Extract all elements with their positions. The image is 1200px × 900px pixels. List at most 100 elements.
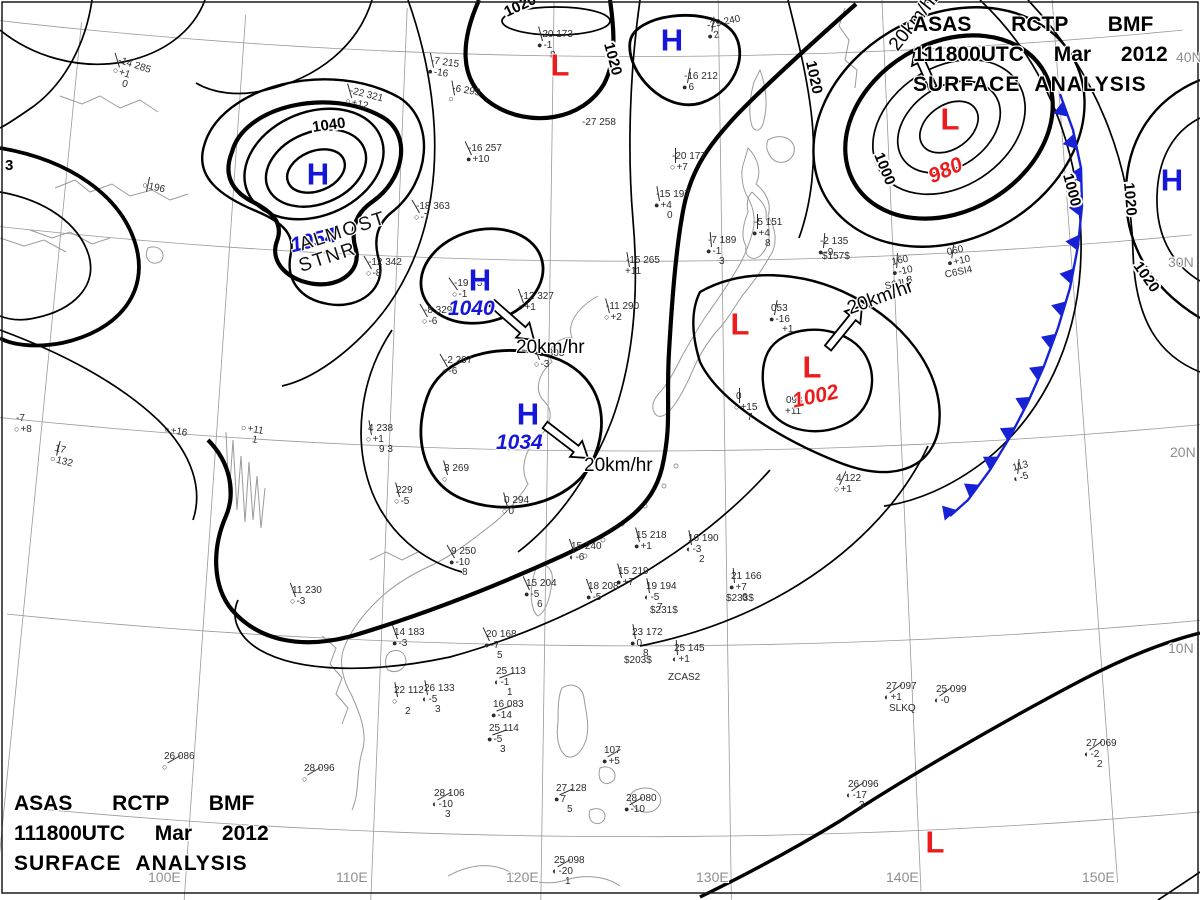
station-value: -20 177 [672,151,706,162]
station-plot: $157$ [820,252,850,273]
station-symbol: ○-5 [394,496,410,507]
title-block-bottom-left: ASAS RCTP BMF 111800UTC Mar 2012 SURFACE… [14,789,269,879]
station-value: $231$ [650,605,678,616]
station-plot: 093 +11 [784,396,803,417]
pressure-value: 1034 [496,431,543,454]
station-value: -7 189 [708,235,737,246]
station-symbol: ◐-1 [494,677,510,688]
station-symbol: ○-6 [422,316,438,327]
pressure-center-h: H [468,262,492,298]
station-value: 27 069 [1086,738,1117,749]
station-symbol: ○+15 [734,402,758,413]
movement-speed-label: 20km/hr [516,337,585,358]
station-value: 3 [500,744,506,755]
station-value: 093 [786,395,803,406]
station-value: 16 083 [493,699,524,710]
station-plot: -12 327 ○+1 [517,288,554,313]
graticule-label: 150E [1082,869,1115,885]
station-symbol: ●-10 [449,557,470,568]
station-plot: 15 204 ●-5 6 [522,576,557,610]
cold-front-triangle [1068,166,1082,183]
chart-id: ASAS RCTP BMF [14,792,255,815]
movement-arrow [910,46,938,91]
station-plot: 0 294 ○0 [502,492,529,517]
station-value: -2 297 [444,355,473,366]
graticule-label: 110E [336,869,368,885]
station-plot: 26 096 ◐-17 3 [846,780,879,811]
station-value: 3 [435,704,441,715]
station-value: 9 3 [379,444,393,455]
station-value: 107 [604,745,621,756]
station-value: 15 240 [571,541,602,552]
station-value: SLKQ [889,703,916,714]
station-value: 4 238 [368,423,394,434]
station-value: -5 151 [754,217,783,228]
station-symbol: ●+7 [729,582,747,593]
station-value: 15 219 [618,566,649,577]
station-symbol [820,262,850,273]
pressure-center-h: H [660,22,684,58]
station-symbol: ●-5 [586,592,602,603]
station-symbol [622,666,652,677]
station-plot: 25 099 ◐-0 [934,685,967,706]
station-symbol: ○-3 [290,596,306,607]
station-plot: 25 145 ◐+1 [672,640,705,665]
station-value: 15 204 [526,578,557,589]
coastlines [0,7,858,887]
station-symbol: ●-14 [491,710,512,721]
movement-speed-label: 20km/hr [584,455,653,476]
station-symbol: ●+7 [616,577,634,588]
station-symbol: ●-5 [524,589,540,600]
station-symbol [580,128,616,139]
station-symbol: ●-3 [392,638,408,649]
station-symbol: ○+2 [604,312,622,323]
station-symbol: ◐-5 [644,592,660,603]
chart-id: ASAS RCTP BMF [913,13,1154,36]
isobar-label: 1040 [311,114,346,135]
cold-front-triangle [1062,133,1078,150]
station-value: 11 230 [292,585,322,596]
cold-front-triangle [1068,200,1083,217]
station-value: 23 172 [632,627,663,638]
station-value: 5 [497,650,503,661]
station-plot: -11 290 ○+2 [604,298,640,323]
station-symbol: ◐-17 [846,790,867,801]
station-value: 5 [567,804,573,815]
station-symbol: ◐-20 [552,866,573,877]
station-value: 053 [771,303,788,314]
station-value: 25 114 [489,723,519,734]
pressure-center-l: L [925,824,945,860]
station-value: -7 [16,413,25,424]
station-symbol: ○-1 [452,289,468,300]
station-plot: 20 168 ●-7 5 [482,627,517,661]
station-plot: -20 177 ○+7 [670,148,706,173]
station-symbol: ●-9 [818,247,834,258]
station-value: -18 363 [416,201,450,212]
isobar-label: 1020 [802,59,826,95]
station-symbol: ●-16 [769,314,790,325]
pressure-center-l: L [940,101,960,137]
graticule-label: 140E [886,869,919,885]
cold-front-triangle [982,456,999,471]
movement-arrows [488,46,938,459]
cold-front-triangle [999,427,1016,442]
graticule-label: 120E [506,869,539,885]
station-plot: 11 230 ○-3 [289,582,322,607]
station-plot: 4 122 ○+1 [834,471,861,495]
station-value: 26 133 [424,683,455,694]
station-value: $203$ [624,655,652,666]
station-symbol: ○-6 [442,366,458,377]
station-value: 1 [507,687,513,698]
station-symbol: ●+4 [654,200,672,211]
station-symbol: ○ [442,474,448,484]
station-value: -11 290 [606,301,640,312]
chart-type: SURFACE ANALYSIS [14,852,248,875]
station-value: -16 257 [468,143,502,154]
station-symbol: ○0 [502,506,514,517]
station-symbol: ◐-5 [422,694,438,705]
station-plot: 15 240 ◐-6 [568,538,602,563]
station-plot: -18 363 ○-7 [411,199,450,223]
